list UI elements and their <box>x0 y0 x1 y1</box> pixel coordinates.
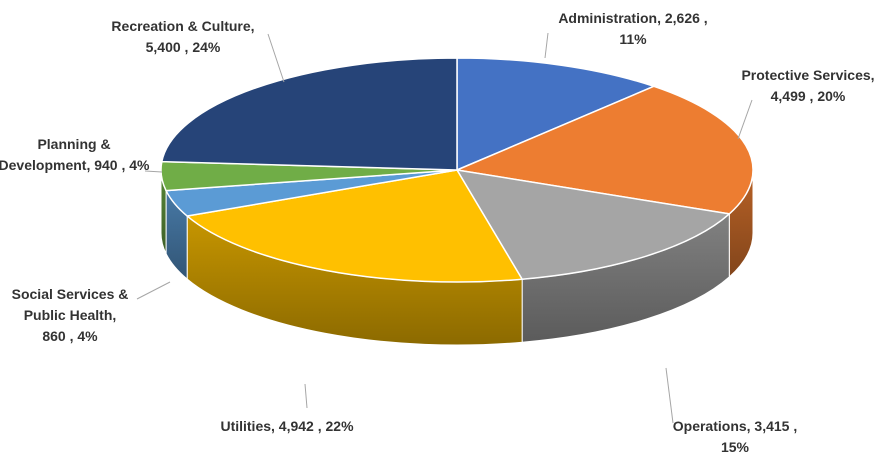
leader-line-recreation-culture <box>267 33 285 83</box>
leader-line-utilities <box>304 383 308 409</box>
data-label-line: 5,400 , 24% <box>146 39 221 55</box>
pie-slices <box>160 57 754 283</box>
data-label-social-services-public-health: Social Services & Public Health, 860 , 4% <box>12 286 129 344</box>
data-labels: Administration, 2,626 , 11% Protective Ser… <box>0 10 875 455</box>
leader-line-social-services-public-health <box>136 281 171 300</box>
data-label-recreation-culture: Recreation & Culture, 5,400 , 24% <box>111 18 254 55</box>
data-label-line: 11% <box>619 31 647 47</box>
leader-line-operations <box>665 367 674 424</box>
data-label-operations: Operations, 3,415 , 15% <box>673 418 798 455</box>
data-label-line: Utilities, 4,942 , 22% <box>220 418 354 434</box>
data-label-line: 860 , 4% <box>42 328 98 344</box>
slice-recreation-culture <box>161 57 458 171</box>
data-label-line: Operations, 3,415 , <box>673 418 798 434</box>
data-label-line: Public Health, <box>24 307 117 323</box>
data-label-line: Development, 940 , 4% <box>0 157 150 173</box>
leader-line-protective-services <box>737 99 753 140</box>
data-label-planning-development: Planning & Development, 940 , 4% <box>0 136 150 173</box>
data-label-line: Protective Services, <box>741 67 874 83</box>
data-label-line: Planning & <box>37 136 110 152</box>
data-label-line: 4,499 , 20% <box>771 88 846 104</box>
slice-administration <box>456 57 655 171</box>
data-label-protective-services: Protective Services, 4,499 , 20% <box>741 67 874 104</box>
data-label-line: 15% <box>721 439 750 455</box>
data-label-line: Social Services & <box>12 286 129 302</box>
pie-sides <box>160 169 754 346</box>
slice-protective-services <box>456 85 754 215</box>
slice-operations <box>456 169 731 280</box>
data-label-utilities: Utilities, 4,942 , 22% <box>220 418 354 434</box>
data-label-line: Administration, 2,626 , <box>558 10 707 26</box>
leader-line-planning-development <box>144 170 163 173</box>
data-label-administration: Administration, 2,626 , 11% <box>558 10 707 47</box>
data-label-line: Recreation & Culture, <box>111 18 254 34</box>
slice-utilities <box>186 169 523 283</box>
leader-lines <box>136 32 753 424</box>
leader-line-administration <box>544 32 549 59</box>
